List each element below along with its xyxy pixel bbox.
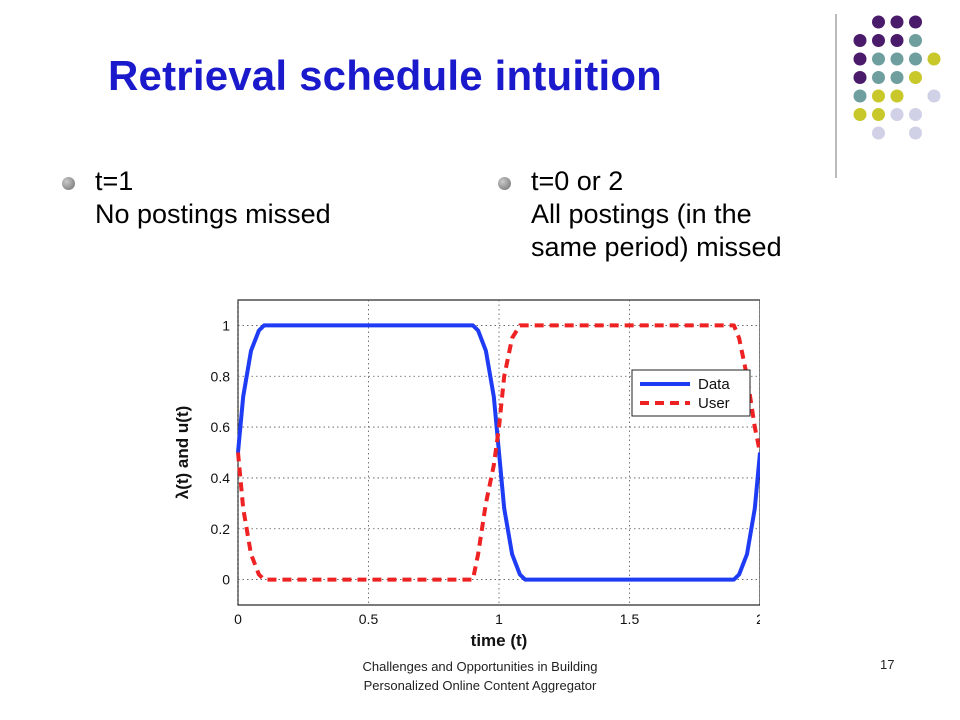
decorative-dot [927,89,941,103]
decorative-dot [909,15,922,29]
decorative-dot [872,108,885,121]
decorative-dot [853,108,867,121]
decorative-dot [853,34,867,47]
decorative-dot [890,71,904,84]
decorative-dot [890,34,904,47]
decorative-dot [909,52,922,66]
decorative-dot [872,71,885,84]
chart-legend: Data User [631,369,751,417]
y-tick-label: 0.6 [211,419,231,435]
slide-title: Retrieval schedule intuition [108,52,663,99]
line-chart: 0 0.5 1 1.5 2 0 0.2 0.4 0.6 0.8 1 time (t) λ(t) and … [173,299,760,650]
series-line-data [236,323,760,582]
y-tick-label: 0.8 [211,368,231,384]
x-tick-label: 1.5 [620,611,640,627]
series-line-user [236,323,760,582]
decorative-dot [890,89,904,103]
decorative-dot [890,15,904,29]
footer-text: Challenges and Opportunities in Building… [362,659,598,693]
slide-footer: Challenges and Opportunities in Building… [300,657,660,695]
y-tick-label: 1 [222,317,230,333]
y-tick-label: 0 [222,572,230,588]
legend-box [631,369,751,417]
decorative-dot [909,71,922,84]
x-tick-label: 2 [756,611,760,627]
y-tick-label: 0.4 [211,470,231,486]
bullet-dot [62,177,75,190]
decorative-dot [872,15,885,29]
x-tick-label: 0 [234,611,242,627]
decorative-dot [872,34,885,47]
x-tick-label: 0.5 [359,611,379,627]
decorative-dot [909,34,922,47]
decorative-dot [909,126,922,140]
y-axis-label: λ(t) and u(t) [173,406,192,499]
legend-label: User [698,395,730,412]
bullet-text: t=1 No postings missed [95,166,331,229]
legend-label: Data [698,376,730,393]
decorative-dot [872,52,885,66]
decorative-dot [872,89,885,103]
decorative-dot [909,108,922,121]
bullet-item-t0-or-2: t=0 or 2 All postings (in the same perio… [498,165,898,285]
x-axis-label: time (t) [471,631,528,650]
bullet-text: t=0 or 2 All postings (in the same perio… [531,166,782,262]
bullet-dot [498,177,511,190]
decorative-dot [890,52,904,66]
decorative-dot [853,52,867,66]
decorative-dot [890,108,904,121]
page-number: 17 [880,657,895,672]
decorative-dot [872,126,885,140]
decorative-dot-grid [835,14,941,178]
x-tick-label: 1 [495,611,503,627]
decorative-dot [853,71,867,84]
bullet-item-t1: t=1 No postings missed [62,165,442,245]
decorative-dot [853,89,867,103]
decorative-dot [927,52,941,66]
y-tick-label: 0.2 [211,521,231,537]
